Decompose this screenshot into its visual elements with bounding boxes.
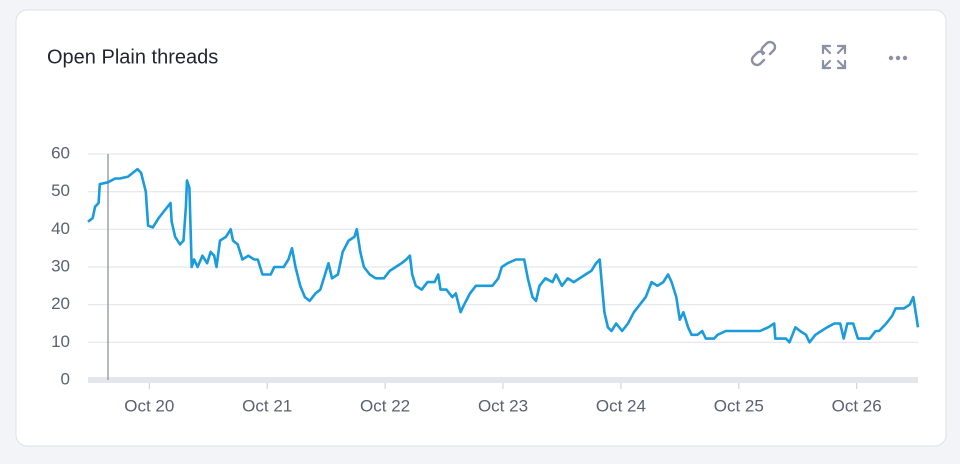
x-tick-label: Oct 21 [242, 396, 292, 415]
chart-title: Open Plain threads [47, 46, 218, 68]
x-tick-label: Oct 22 [360, 396, 410, 415]
y-tick-label: 10 [51, 332, 70, 351]
x-tick-label: Oct 23 [478, 396, 528, 415]
y-tick-label: 50 [51, 181, 70, 200]
more-button[interactable] [888, 55, 908, 61]
x-tick-label: Oct 25 [714, 396, 764, 415]
data-line [87, 167, 920, 344]
expand-button[interactable] [821, 44, 847, 70]
y-tick-label: 60 [51, 143, 70, 162]
x-tick-label: Oct 24 [596, 396, 646, 415]
y-tick-label: 40 [51, 219, 70, 238]
card [15, 9, 947, 447]
y-tick-label: 30 [51, 256, 70, 275]
x-tick-label: Oct 20 [124, 396, 174, 415]
link-button[interactable] [750, 40, 777, 67]
y-tick-label: 20 [51, 294, 70, 313]
x-tick-label: Oct 26 [832, 396, 882, 415]
y-tick-label: 0 [61, 369, 70, 388]
